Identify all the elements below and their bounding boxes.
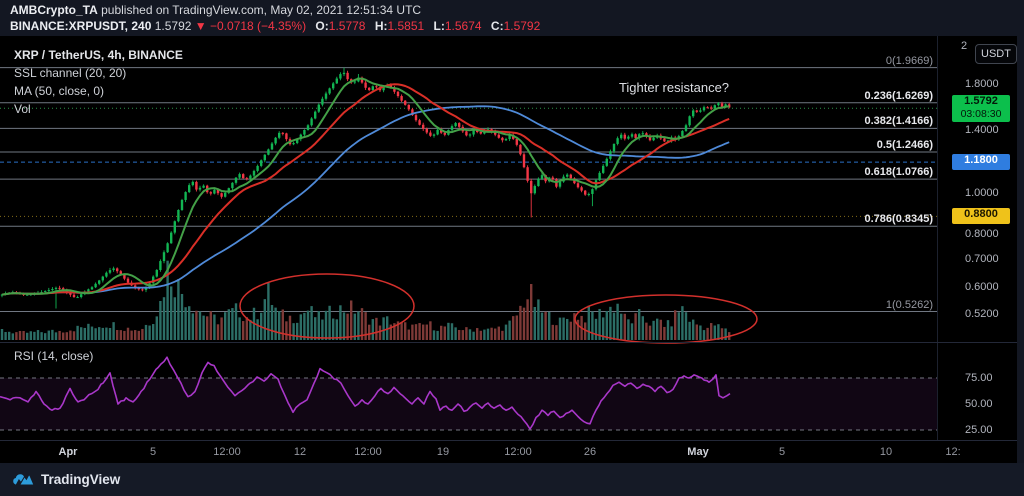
pane-separator[interactable] [0,342,1017,343]
rsi-legend[interactable]: RSI (14, close) [14,349,94,363]
symbol-name[interactable]: BINANCE:XRPUSDT, 240 [10,19,152,33]
close-label: C: [490,19,504,33]
tradingview-logo-icon [13,474,34,485]
legend-item-vol[interactable]: Vol [14,102,31,116]
author-name[interactable]: AMBCrypto_TA [10,3,98,17]
legend-item-ssl[interactable]: SSL channel (20, 20) [14,66,127,80]
chart-legend: XRP / TetherUS, 4h, BINANCE SSL channel … [14,46,183,118]
published-text: published on TradingView.com, May 02, 20… [97,3,422,17]
price-change: −0.0718 (−4.35%) [210,19,307,33]
down-arrow-icon: ▼ [194,19,207,33]
low-value: 1.5674 [444,19,482,33]
currency-toggle-button[interactable]: USDT [975,44,1017,64]
time-scale[interactable] [0,440,1017,464]
high-value: 1.5851 [387,19,425,33]
low-label: L: [433,19,445,33]
right-margin [1017,36,1024,463]
axis-top-label: 2 [961,40,968,52]
open-label: O: [315,19,329,33]
legend-item-ma[interactable]: MA (50, close, 0) [14,84,105,98]
last-price: 1.5792 [154,19,192,33]
tradingview-brand-text: TradingView [41,471,121,487]
symbol-info-line: BINANCE:XRPUSDT, 240 1.5792 ▼ −0.0718 (−… [10,19,540,33]
tradingview-brand[interactable]: TradingView [12,471,120,487]
close-value: 1.5792 [503,19,541,33]
legend-symbol-title[interactable]: XRP / TetherUS, 4h, BINANCE [14,48,183,62]
bottom-toolbar: TradingView [0,463,1024,496]
snapshot-header: AMBCrypto_TA published on TradingView.co… [0,0,1024,36]
price-scale[interactable] [937,36,1018,463]
high-label: H: [374,19,388,33]
published-line: AMBCrypto_TA published on TradingView.co… [10,3,421,17]
annotation-text: Tighter resistance? [618,80,730,95]
open-value: 1.5778 [328,19,366,33]
